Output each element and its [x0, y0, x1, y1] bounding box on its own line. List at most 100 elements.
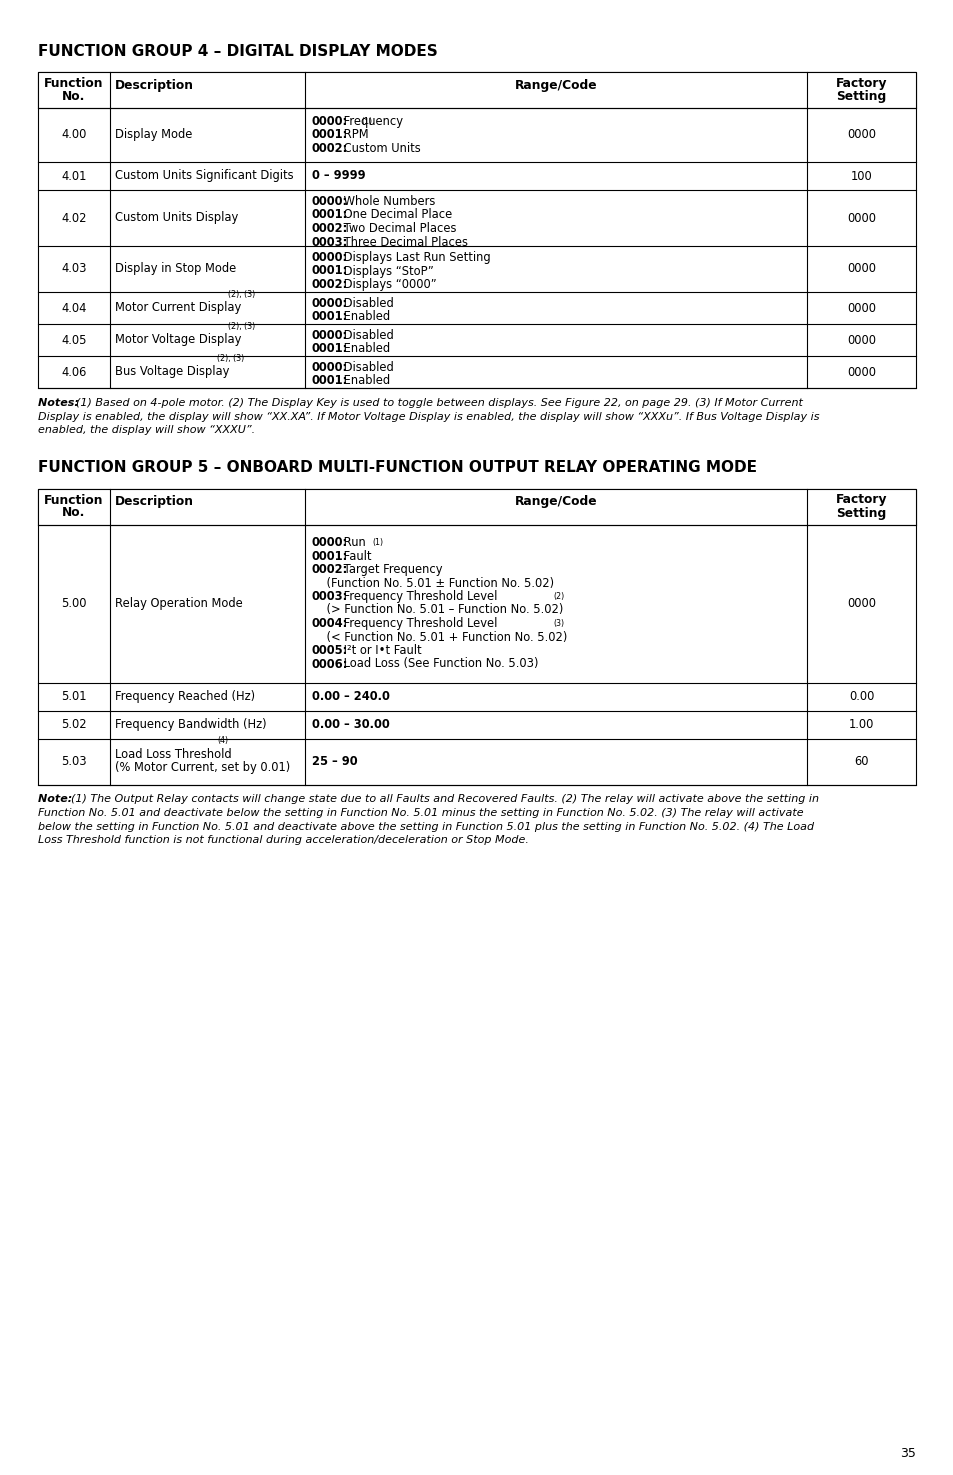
Text: 5.02: 5.02 [61, 718, 87, 732]
Text: One Decimal Place: One Decimal Place [340, 208, 452, 221]
Text: Display is enabled, the display will show “XX.XA”. If Motor Voltage Display is e: Display is enabled, the display will sho… [38, 412, 819, 422]
Text: Custom Units Significant Digits: Custom Units Significant Digits [115, 170, 294, 183]
Text: 4.01: 4.01 [61, 170, 87, 183]
Text: 0000: 0000 [846, 211, 875, 224]
Text: Displays Last Run Setting: Displays Last Run Setting [340, 251, 491, 264]
Text: 0001:: 0001: [312, 342, 348, 355]
Text: 4.06: 4.06 [61, 366, 87, 379]
Text: (3): (3) [553, 620, 564, 628]
Text: Frequency: Frequency [340, 115, 403, 128]
Text: 0.00 – 30.00: 0.00 – 30.00 [312, 718, 389, 730]
Text: Displays “0000”: Displays “0000” [340, 277, 436, 291]
Text: Loss Threshold function is not functional during acceleration/deceleration or St: Loss Threshold function is not functiona… [38, 835, 528, 845]
Text: No.: No. [62, 90, 86, 103]
Text: 0000: 0000 [846, 263, 875, 276]
Text: Load Loss Threshold: Load Loss Threshold [115, 748, 232, 761]
Text: Note:: Note: [38, 795, 76, 804]
Text: 0000: 0000 [846, 366, 875, 379]
Text: 0003:: 0003: [312, 236, 348, 248]
Text: below the setting in Function No. 5.01 and deactivate above the setting in Funct: below the setting in Function No. 5.01 a… [38, 822, 813, 832]
Text: 0001:: 0001: [312, 311, 348, 323]
Text: Display in Stop Mode: Display in Stop Mode [115, 263, 236, 276]
Text: (1): (1) [372, 538, 383, 547]
Text: 0001:: 0001: [312, 550, 348, 562]
Text: 0001:: 0001: [312, 128, 348, 142]
Text: FUNCTION GROUP 4 – DIGITAL DISPLAY MODES: FUNCTION GROUP 4 – DIGITAL DISPLAY MODES [38, 44, 437, 59]
Text: Notes:: Notes: [38, 398, 83, 409]
Text: Disabled: Disabled [340, 329, 394, 342]
Text: 0004:: 0004: [312, 617, 348, 630]
Text: 0000:: 0000: [312, 361, 348, 375]
Text: (1) Based on 4-pole motor. (2) The Display Key is used to toggle between display: (1) Based on 4-pole motor. (2) The Displ… [76, 398, 802, 409]
Text: (2): (2) [553, 591, 564, 600]
Text: enabled, the display will show “XXXU”.: enabled, the display will show “XXXU”. [38, 425, 254, 435]
Text: Three Decimal Places: Three Decimal Places [340, 236, 468, 248]
Text: (Function No. 5.01 ± Function No. 5.02): (Function No. 5.01 ± Function No. 5.02) [312, 577, 554, 590]
Text: 0002:: 0002: [312, 142, 348, 155]
Text: Enabled: Enabled [340, 311, 390, 323]
Text: Displays “StoP”: Displays “StoP” [340, 264, 434, 277]
Text: Fault: Fault [340, 550, 372, 562]
Text: 0000: 0000 [846, 128, 875, 142]
Text: Setting: Setting [836, 506, 885, 519]
Text: 0.00 – 240.0: 0.00 – 240.0 [312, 690, 390, 702]
Text: Disabled: Disabled [340, 296, 394, 310]
Text: Bus Voltage Display: Bus Voltage Display [115, 366, 229, 378]
Text: Function: Function [44, 494, 104, 506]
Text: Function: Function [44, 77, 104, 90]
Text: (< Function No. 5.01 + Function No. 5.02): (< Function No. 5.01 + Function No. 5.02… [312, 630, 567, 643]
Text: 0005:: 0005: [312, 645, 348, 656]
Text: (% Motor Current, set by 0.01): (% Motor Current, set by 0.01) [115, 761, 290, 774]
Text: Motor Voltage Display: Motor Voltage Display [115, 333, 241, 347]
Text: Target Frequency: Target Frequency [340, 563, 442, 577]
Bar [38, 488, 915, 785]
Text: 0001:: 0001: [312, 264, 348, 277]
Text: 4.03: 4.03 [61, 263, 87, 276]
Text: 0002:: 0002: [312, 563, 348, 577]
Bar [38, 72, 915, 108]
Text: Factory: Factory [835, 494, 886, 506]
Text: (4): (4) [217, 736, 228, 745]
Text: Frequency Reached (Hz): Frequency Reached (Hz) [115, 690, 254, 702]
Text: 0000: 0000 [846, 301, 875, 314]
Text: FUNCTION GROUP 5 – ONBOARD MULTI-FUNCTION OUTPUT RELAY OPERATING MODE: FUNCTION GROUP 5 – ONBOARD MULTI-FUNCTIO… [38, 460, 757, 475]
Text: Custom Units: Custom Units [340, 142, 420, 155]
Text: Enabled: Enabled [340, 342, 390, 355]
Text: 0000: 0000 [846, 597, 875, 611]
Text: Frequency Threshold Level: Frequency Threshold Level [340, 590, 497, 603]
Text: 5.01: 5.01 [61, 690, 87, 704]
Text: 0000:: 0000: [312, 329, 348, 342]
Text: 5.03: 5.03 [61, 755, 87, 768]
Text: Description: Description [115, 496, 193, 507]
Text: Frequency Bandwidth (Hz): Frequency Bandwidth (Hz) [115, 718, 266, 730]
Text: Disabled: Disabled [340, 361, 394, 375]
Text: Motor Current Display: Motor Current Display [115, 301, 241, 314]
Text: 60: 60 [854, 755, 868, 768]
Text: RPM: RPM [340, 128, 369, 142]
Text: (2), (3): (2), (3) [228, 322, 254, 330]
Text: Enabled: Enabled [340, 375, 390, 388]
Text: Factory: Factory [835, 77, 886, 90]
Text: 0001:: 0001: [312, 208, 348, 221]
Text: 0000:: 0000: [312, 195, 348, 208]
Text: Description: Description [115, 78, 193, 91]
Text: 0.00: 0.00 [848, 690, 873, 704]
Text: 0000:: 0000: [312, 251, 348, 264]
Text: 0003:: 0003: [312, 590, 348, 603]
Text: Whole Numbers: Whole Numbers [340, 195, 436, 208]
Text: Two Decimal Places: Two Decimal Places [340, 223, 456, 235]
Text: (1): (1) [361, 117, 373, 125]
Text: 4.00: 4.00 [61, 128, 87, 142]
Text: 0001:: 0001: [312, 375, 348, 388]
Text: Frequency Threshold Level: Frequency Threshold Level [340, 617, 497, 630]
Bar [38, 488, 915, 525]
Text: 0000:: 0000: [312, 535, 348, 549]
Bar [38, 72, 915, 388]
Text: 0000:: 0000: [312, 296, 348, 310]
Text: No.: No. [62, 506, 86, 519]
Text: Setting: Setting [836, 90, 885, 103]
Text: (1) The Output Relay contacts will change state due to all Faults and Recovered : (1) The Output Relay contacts will chang… [71, 795, 818, 804]
Text: 25 – 90: 25 – 90 [312, 755, 357, 768]
Text: 1.00: 1.00 [848, 718, 873, 732]
Text: Function No. 5.01 and deactivate below the setting in Function No. 5.01 minus th: Function No. 5.01 and deactivate below t… [38, 808, 802, 819]
